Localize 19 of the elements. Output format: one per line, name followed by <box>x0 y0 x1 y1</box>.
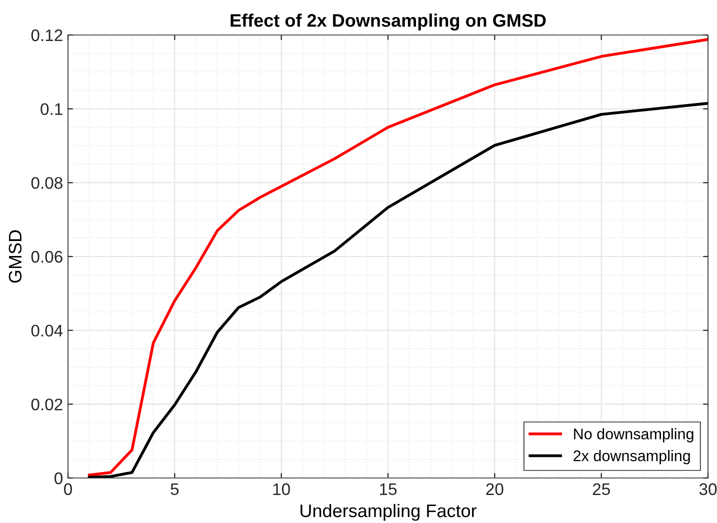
x-tick-label: 15 <box>380 483 397 496</box>
x-tick-label: 0 <box>64 483 72 496</box>
y-tick-label: 0.04 <box>31 324 63 337</box>
y-tick-label: 0 <box>54 472 62 484</box>
chart-title: Effect of 2x Downsampling on GMSD <box>230 14 546 30</box>
y-tick-label: 0.1 <box>40 103 62 116</box>
y-tick-label: 0.06 <box>31 250 62 263</box>
y-tick-label: 0.02 <box>31 398 62 410</box>
x-tick-label: 10 <box>273 483 290 496</box>
y-tick-label: 0.08 <box>31 177 62 189</box>
legend-label: 2x downsampling <box>574 450 690 464</box>
x-tick-label: 25 <box>592 483 610 496</box>
y-tick-label: 0.12 <box>31 29 62 42</box>
x-axis-title: Undersampling Factor <box>300 504 477 521</box>
x-tick-label: 5 <box>170 483 179 496</box>
y-axis-title: GMSD <box>8 230 22 283</box>
x-tick-label: 20 <box>486 483 504 496</box>
x-tick-label: 30 <box>699 483 717 496</box>
legend-label: No downsampling <box>574 428 694 442</box>
